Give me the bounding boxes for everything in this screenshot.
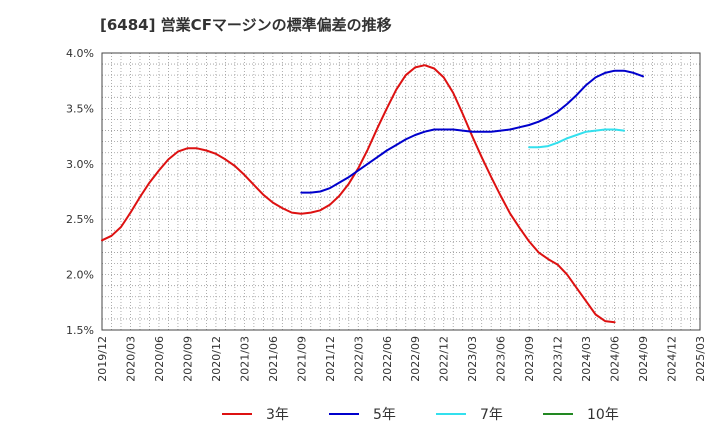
x-tick-label: 2024/03 — [580, 336, 593, 382]
x-tick-label: 2024/06 — [609, 336, 622, 382]
legend-label: 5年 — [373, 407, 396, 423]
x-tick-label: 2023/03 — [466, 336, 479, 382]
legend-item: 5年 — [329, 407, 396, 423]
x-tick-label: 2025/03 — [694, 336, 707, 382]
y-tick-label: 3.5% — [66, 102, 94, 115]
x-tick-label: 2020/06 — [153, 336, 166, 382]
grid — [101, 52, 701, 331]
legend-label: 7年 — [480, 407, 503, 423]
axes: 4.0% 3.5% 3.0% 2.5% 2.0% 1.5%2019/12 2020/03 20… — [66, 47, 707, 382]
x-tick-label: 2024/09 — [637, 336, 650, 382]
x-tick-label: 2021/12 — [324, 336, 337, 382]
x-tick-label: 2022/09 — [409, 336, 422, 382]
y-tick-label: 3.0% — [66, 158, 94, 171]
x-tick-label: 2022/12 — [438, 336, 451, 382]
y-tick-label: 1.5% — [66, 324, 94, 337]
x-tick-label: 2022/06 — [381, 336, 394, 382]
x-tick-label: 2019/12 — [96, 336, 109, 382]
legend: 3年 5年 7年 10年 — [222, 407, 619, 423]
plot-frame — [101, 52, 701, 331]
x-tick-label: 2021/06 — [267, 336, 280, 382]
chart-title: [6484] 営業CFマージンの標準偏差の推移 — [100, 16, 392, 34]
y-tick-label: 4.0% — [66, 47, 94, 60]
x-tick-label: 2021/09 — [295, 336, 308, 382]
series-line-7年 — [528, 128, 626, 149]
legend-item: 10年 — [543, 407, 619, 423]
x-tick-label: 2020/03 — [124, 336, 137, 382]
series-lines — [101, 64, 644, 324]
series-line-5年 — [300, 69, 644, 194]
legend-label: 10年 — [587, 407, 619, 423]
x-tick-label: 2022/03 — [352, 336, 365, 382]
x-tick-label: 2023/12 — [552, 336, 565, 382]
x-tick-label: 2023/06 — [495, 336, 508, 382]
y-tick-label: 2.0% — [66, 269, 94, 282]
legend-label: 3年 — [266, 407, 289, 423]
x-tick-label: 2020/09 — [181, 336, 194, 382]
y-tick-label: 2.5% — [66, 213, 94, 226]
legend-item: 7年 — [436, 407, 503, 423]
x-tick-label: 2021/03 — [238, 336, 251, 382]
plot-area — [102, 53, 700, 330]
x-tick-label: 2023/09 — [523, 336, 536, 382]
x-tick-label: 2024/12 — [666, 336, 679, 382]
legend-item: 3年 — [222, 407, 289, 423]
series-line-3年 — [101, 64, 616, 324]
x-tick-label: 2020/12 — [210, 336, 223, 382]
